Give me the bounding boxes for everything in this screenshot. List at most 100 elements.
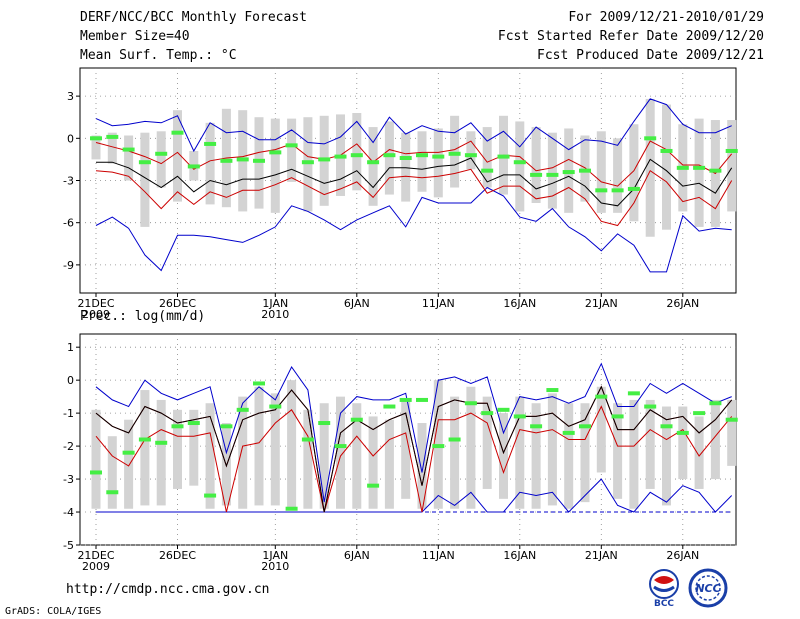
- precip-climatology-marker: [611, 414, 624, 419]
- precip-spread-box: [238, 396, 248, 509]
- precip-climatology-marker: [350, 417, 363, 422]
- grads-credit: GrADS: COLA/IGES: [5, 606, 102, 617]
- precip-climatology-marker: [301, 437, 314, 442]
- temp-spread-box: [613, 138, 623, 213]
- temp-max-line: [95, 98, 732, 153]
- precip-climatology-marker: [334, 444, 347, 449]
- temp-climatology-marker: [464, 153, 477, 158]
- temp-spread-box: [547, 132, 557, 209]
- temp-climatology-marker: [301, 160, 314, 165]
- precip-spread-box: [401, 399, 411, 499]
- precip-spread-box: [466, 386, 476, 509]
- precip-spread-box: [221, 423, 231, 506]
- temp-climatology-marker: [171, 130, 184, 135]
- precip-spread-box: [482, 396, 492, 489]
- temp-spread-box: [580, 135, 590, 202]
- temp-spread-box: [140, 132, 150, 227]
- precip-spread-box: [580, 403, 590, 503]
- temp-climatology-marker: [220, 158, 233, 163]
- precip-spread-box: [531, 403, 541, 509]
- temp-spread-box: [287, 118, 297, 182]
- precip-climatology-marker: [416, 397, 428, 402]
- precip-xtick-label: 26JAN: [666, 549, 699, 562]
- temp-xtick-label: 6JAN: [344, 297, 370, 310]
- ncc-logo: NCC: [688, 568, 728, 608]
- precip-lower-quartile-line: [95, 405, 733, 513]
- temp-ensemble-mean-line: [96, 157, 733, 207]
- precip-climatology-marker: [171, 424, 184, 429]
- temp-xtick-year-label: 2009: [82, 308, 110, 321]
- precip-xtick-label: 21DEC: [77, 549, 114, 562]
- precip-ytick-label: 0: [67, 374, 74, 387]
- temp-climatology-marker: [122, 147, 135, 152]
- precip-climatology-marker: [627, 391, 640, 396]
- temp-spread-box: [515, 121, 525, 212]
- precip-spread-box: [107, 436, 117, 509]
- precip-climatology-marker: [236, 407, 249, 412]
- precip-xtick-label: 1JAN: [262, 549, 288, 562]
- precip-spread-box: [515, 396, 525, 509]
- precip-climatology-marker: [562, 430, 575, 435]
- temp-ytick-label: 3: [67, 90, 74, 103]
- forecast-start-date: Fcst Started Refer Date 2009/12/20: [497, 29, 764, 44]
- temp-climatology-marker: [530, 172, 543, 177]
- temp-spread-box: [662, 104, 671, 230]
- precip-ytick-label: -1: [63, 407, 74, 420]
- precip-climatology-marker: [644, 404, 657, 409]
- precip-spread-box: [417, 423, 427, 509]
- temp-xtick-label: 26JAN: [666, 297, 699, 310]
- precip-spread-box: [368, 416, 378, 509]
- member-size: Member Size=40: [80, 29, 190, 44]
- temp-spread-box: [124, 135, 134, 181]
- ncc-logo-text: NCC: [695, 582, 720, 595]
- temp-spread-box: [531, 127, 541, 203]
- temp-spread-box: [352, 113, 362, 191]
- temp-climatology-marker: [334, 154, 347, 159]
- temp-xtick-year-label: 2010: [261, 308, 289, 321]
- precip-climatology-marker: [579, 424, 591, 429]
- precip-climatology-marker: [155, 440, 168, 445]
- temp-climatology-marker: [693, 165, 706, 170]
- temp-climatology-marker: [579, 168, 591, 173]
- precip-ytick-label: -2: [63, 440, 74, 453]
- temp-climatology-marker: [660, 148, 673, 153]
- temp-spread-box: [91, 135, 101, 160]
- temp-climatology-marker: [513, 160, 526, 165]
- temp-spread-box: [417, 131, 427, 192]
- precip-spread-box: [645, 399, 655, 489]
- precip-xtick-label: 21JAN: [585, 549, 618, 562]
- temp-spread-box: [205, 122, 215, 205]
- temp-spread-box: [727, 120, 737, 212]
- precip-spread-box: [678, 406, 688, 480]
- temp-xtick-label: 11JAN: [422, 297, 455, 310]
- temp-spread-box: [156, 131, 166, 188]
- temp-xtick-label: 16JAN: [503, 297, 536, 310]
- temp-spread-box: [270, 118, 280, 213]
- temp-spread-box: [368, 127, 378, 206]
- temp-spread-box: [254, 117, 264, 209]
- temp-climatology-marker: [611, 188, 624, 193]
- temp-spread-box: [466, 131, 476, 170]
- source-url[interactable]: http://cmdp.ncc.cma.gov.cn: [66, 582, 270, 597]
- precip-climatology-marker: [367, 483, 380, 488]
- precip-spread-box: [384, 419, 394, 509]
- temp-climatology-marker: [595, 188, 608, 193]
- precip-spread-box: [270, 393, 280, 506]
- forecast-period: For 2009/12/21-2010/01/29: [568, 10, 764, 25]
- bcc-logo-text: BCC: [654, 599, 674, 608]
- temp-climatology-marker: [187, 164, 200, 169]
- temp-spread-box: [384, 121, 394, 195]
- precip-climatology-marker: [464, 401, 477, 406]
- temp-climatology-marker: [155, 151, 168, 156]
- precip-spread-box: [156, 399, 166, 506]
- temp-ytick-label: -6: [63, 217, 74, 230]
- precip-climatology-marker: [676, 430, 689, 435]
- precip-spread-box: [189, 409, 199, 486]
- temp-xtick-label: 21DEC: [77, 297, 114, 310]
- precip-climatology-marker: [122, 450, 135, 455]
- temp-climatology-marker: [497, 154, 510, 159]
- temp-xtick-label: 26DEC: [159, 297, 196, 310]
- temp-spread-box: [401, 132, 411, 202]
- temp-lower-quartile-line: [95, 168, 733, 227]
